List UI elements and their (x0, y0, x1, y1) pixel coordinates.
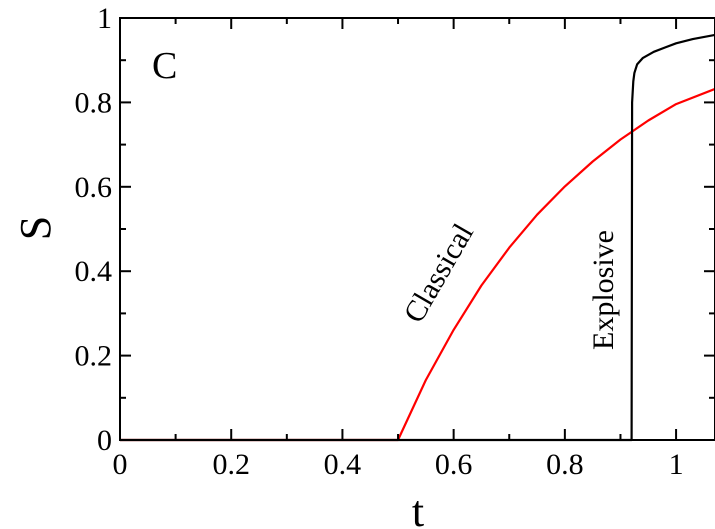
explosive-annotation: Explosive (587, 230, 620, 350)
series-line-explosive (120, 33, 715, 442)
x-tick-label: 1 (669, 448, 684, 481)
y-tick-label: 0.8 (75, 86, 113, 119)
y-axis-label: S (11, 216, 60, 240)
x-tick-label: 0 (113, 448, 128, 481)
tick-labels: 0 0.2 0.4 0.6 0.8 1 0 0.2 0.4 0.6 0.8 1 (75, 2, 684, 481)
y-tick-label: 0 (97, 424, 112, 457)
x-tick-label: 0.2 (212, 448, 250, 481)
ticks (119, 17, 715, 441)
x-tick-label: 0.4 (324, 448, 362, 481)
y-tick-label: 0.6 (75, 171, 113, 204)
classical-annotation: Classical (397, 218, 480, 328)
plot-frame (119, 17, 715, 441)
x-tick-label: 0.8 (546, 448, 584, 481)
series-line-classical (120, 87, 715, 442)
x-tick-label: 0.6 (435, 448, 473, 481)
panel-label: C (152, 45, 177, 87)
y-tick-label: 0.4 (75, 255, 113, 288)
plot-lines (120, 33, 715, 442)
y-tick-label: 1 (97, 2, 112, 35)
x-axis-label: t (412, 487, 424, 529)
y-tick-label: 0.2 (75, 340, 113, 373)
